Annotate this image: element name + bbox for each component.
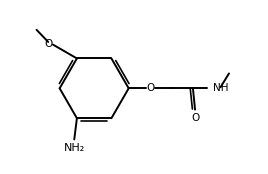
Text: NH: NH [213, 83, 228, 93]
Text: NH₂: NH₂ [64, 143, 85, 153]
Text: O: O [45, 39, 53, 49]
Text: O: O [146, 83, 155, 93]
Text: O: O [191, 113, 199, 123]
